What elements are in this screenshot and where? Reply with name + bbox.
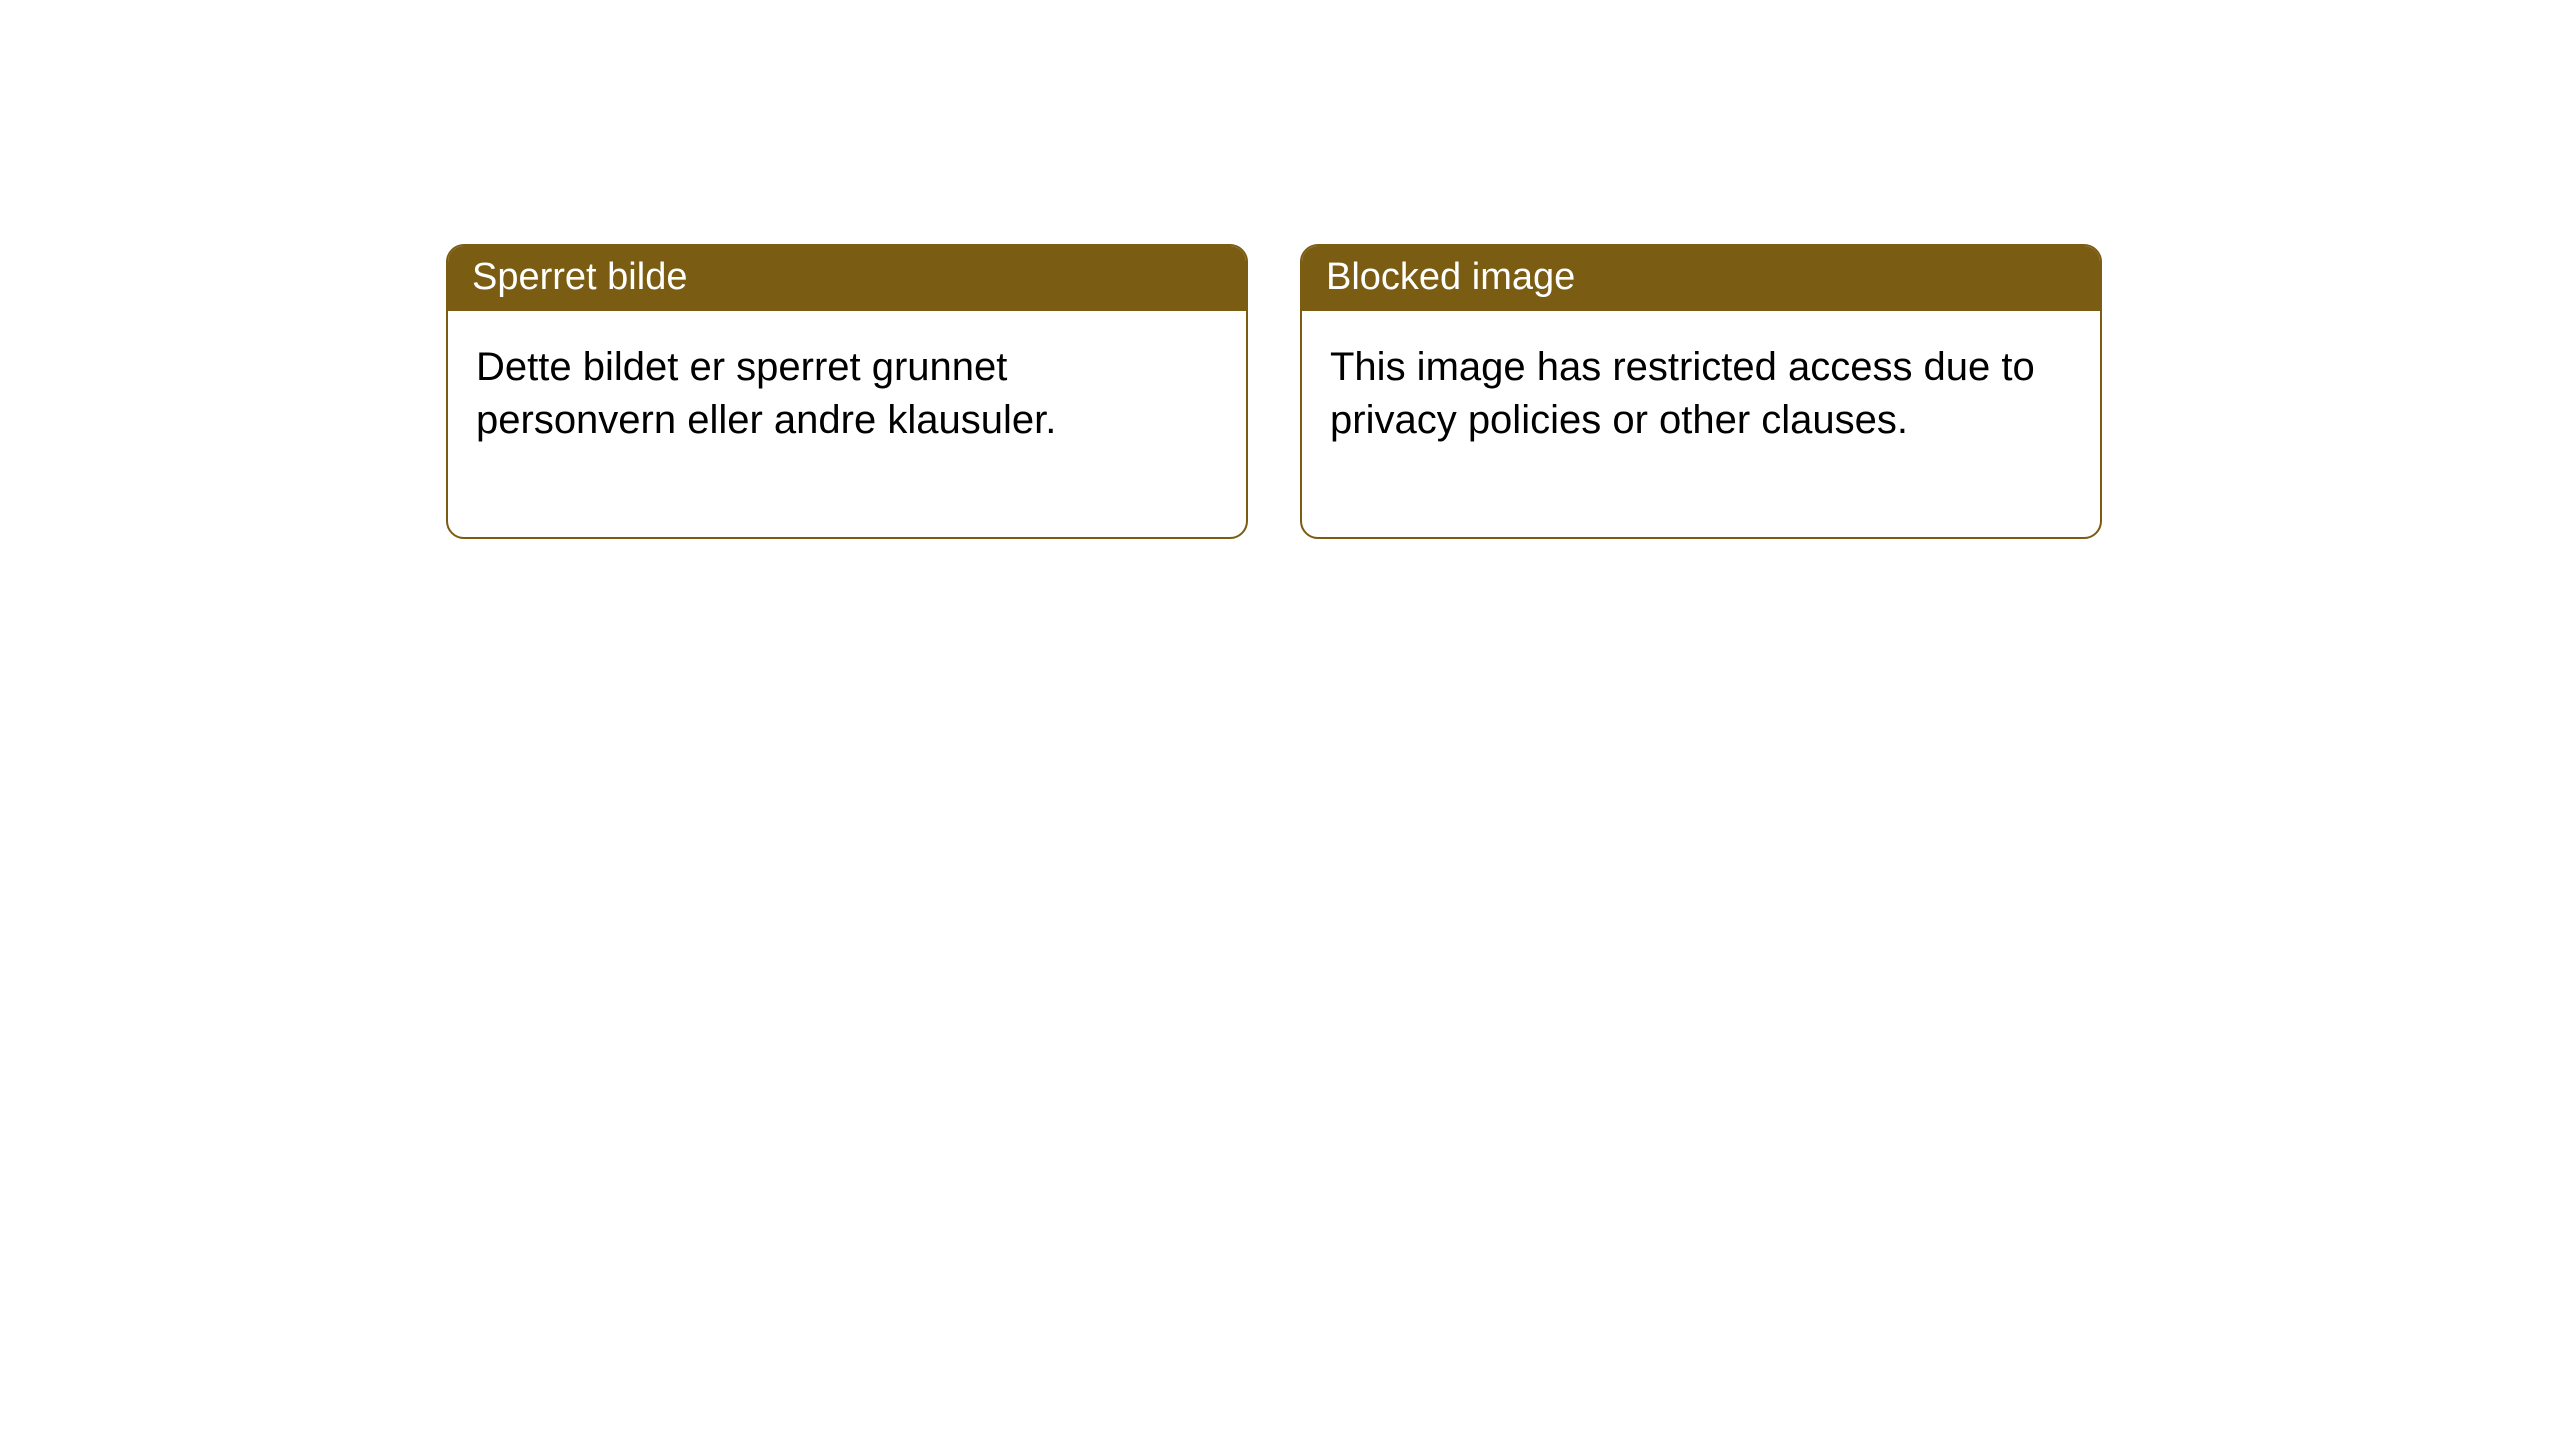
notice-body: This image has restricted access due to …	[1302, 311, 2100, 537]
notice-body-text: Dette bildet er sperret grunnet personve…	[476, 345, 1056, 442]
notice-title: Blocked image	[1326, 256, 1575, 298]
notice-header: Sperret bilde	[448, 246, 1246, 311]
notice-body: Dette bildet er sperret grunnet personve…	[448, 311, 1246, 537]
notice-card-english: Blocked image This image has restricted …	[1300, 244, 2102, 539]
notice-container: Sperret bilde Dette bildet er sperret gr…	[446, 244, 2102, 539]
notice-body-text: This image has restricted access due to …	[1330, 345, 2035, 442]
notice-header: Blocked image	[1302, 246, 2100, 311]
notice-card-norwegian: Sperret bilde Dette bildet er sperret gr…	[446, 244, 1248, 539]
notice-title: Sperret bilde	[472, 256, 687, 298]
